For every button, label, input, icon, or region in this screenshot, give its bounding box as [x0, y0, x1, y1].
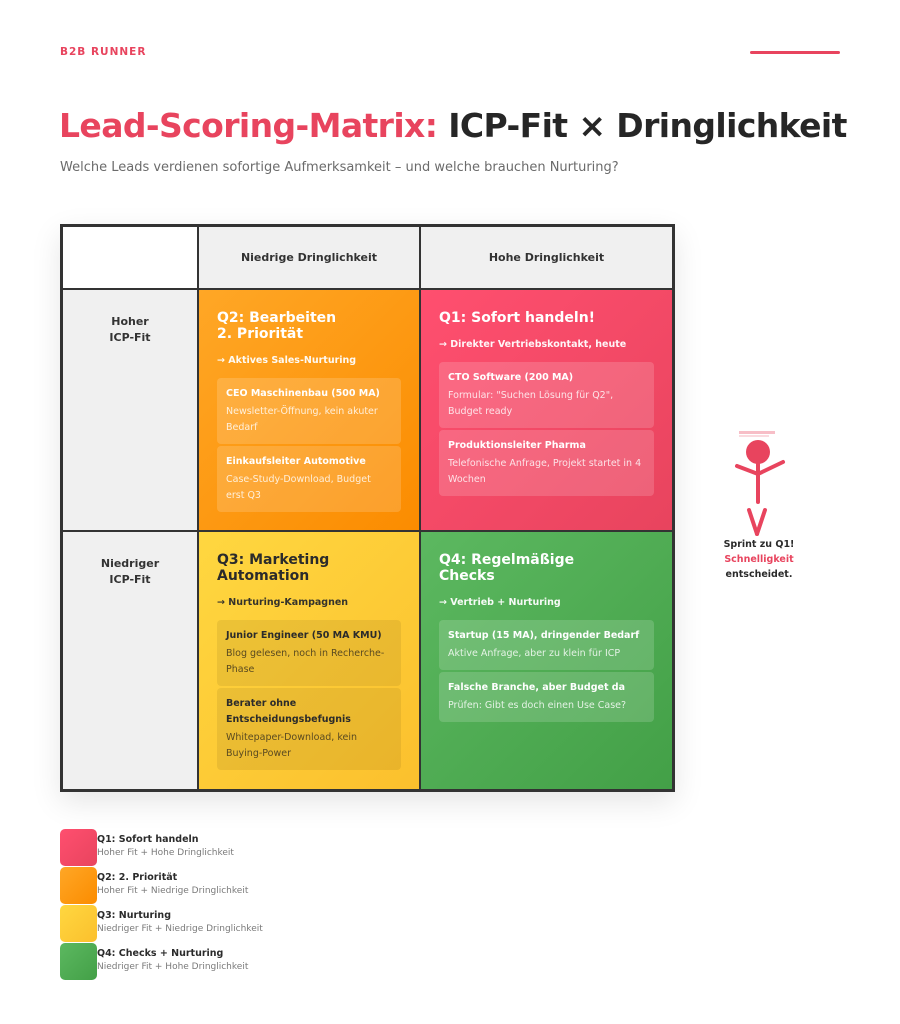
lead-description: Telefonische Anfrage, Projekt startet in…	[448, 458, 642, 485]
legend-label: Q3: Nurturing	[97, 910, 172, 921]
legend-label: Q2: 2. Priorität	[97, 872, 178, 883]
lead-description: Prüfen: Gibt es doch einen Use Case?	[448, 700, 627, 711]
lead-description: Blog gelesen, noch in Recherche-Phase	[226, 648, 385, 675]
running-stick-figure-icon	[735, 431, 785, 536]
title-accent: Lead-Scoring-Matrix:	[59, 106, 438, 145]
column-header-low-urgency: Niedrige Dringlichkeit	[199, 227, 419, 288]
quadrant-action: → Aktives Sales-Nurturing	[217, 355, 357, 366]
row-header-label: Hoher ICP-Fit	[109, 315, 151, 344]
legend: Q1: Sofort handeln Hoher Fit + Hohe Drin…	[60, 829, 263, 980]
lead-card: CEO Maschinenbau (500 MA) Newsletter-Öff…	[217, 378, 401, 444]
column-header-high-urgency: Hohe Dringlichkeit	[421, 227, 672, 288]
legend-label: Q4: Checks + Nurturing	[97, 948, 224, 959]
legend-desc: Niedriger Fit + Niedrige Dringlichkeit	[97, 924, 263, 934]
legend-desc: Hoher Fit + Niedrige Dringlichkeit	[97, 886, 249, 896]
legend-swatch-green	[60, 943, 97, 980]
quadrant-title: Q4: Regelmäßige Checks	[439, 552, 575, 584]
title-rest: ICP-Fit × Dringlichkeit	[437, 106, 847, 145]
legend-item-q1: Q1: Sofort handeln Hoher Fit + Hohe Drin…	[60, 829, 263, 866]
legend-item-q4: Q4: Checks + Nurturing Niedriger Fit + H…	[60, 943, 263, 980]
quadrant-action: → Vertrieb + Nurturing	[439, 597, 561, 608]
quadrant-title: Q3: Marketing Automation	[217, 552, 330, 584]
brand-accent-line	[750, 51, 840, 54]
row-header-low-fit: Niedriger ICP-Fit	[63, 532, 197, 789]
lead-title: Berater ohne Entscheidungsbefugnis	[226, 698, 351, 725]
lead-scoring-matrix: Niedrige Dringlichkeit Hohe Dringlichkei…	[60, 224, 675, 792]
lead-card: Einkaufsleiter Automotive Case-Study-Dow…	[217, 446, 401, 512]
quadrant-title: Q2: Bearbeiten 2. Priorität	[217, 310, 337, 342]
runner-caption: Sprint zu Q1! Schnelligkeit entscheidet.	[700, 537, 818, 582]
lead-title: Falsche Branche, aber Budget da	[448, 682, 626, 693]
lead-title: Startup (15 MA), dringender Bedarf	[448, 630, 640, 641]
row-header-high-fit: Hoher ICP-Fit	[63, 290, 197, 530]
lead-card: Produktionsleiter Pharma Telefonische An…	[439, 430, 654, 496]
brand-label: B2B RUNNER	[60, 46, 147, 58]
runner-caption-line1: Sprint zu Q1!	[723, 539, 795, 550]
legend-desc: Hoher Fit + Hohe Dringlichkeit	[97, 848, 234, 858]
lead-title: Junior Engineer (50 MA KMU)	[226, 630, 382, 641]
lead-card: Berater ohne Entscheidungsbefugnis White…	[217, 688, 401, 770]
quadrant-q3: Q3: Marketing Automation → Nurturing-Kam…	[199, 532, 419, 789]
lead-description: Aktive Anfrage, aber zu klein für ICP	[448, 648, 621, 659]
lead-title: CEO Maschinenbau (500 MA)	[226, 388, 380, 399]
quadrant-action: → Direkter Vertriebskontakt, heute	[439, 339, 627, 350]
legend-desc: Niedriger Fit + Hohe Dringlichkeit	[97, 962, 249, 972]
legend-item-q3: Q3: Nurturing Niedriger Fit + Niedrige D…	[60, 905, 263, 942]
lead-card: Startup (15 MA), dringender Bedarf Aktiv…	[439, 620, 654, 670]
row-header-label: Niedriger ICP-Fit	[100, 557, 160, 586]
lead-card: CTO Software (200 MA) Formular: "Suchen …	[439, 362, 654, 428]
matrix-corner-cell	[63, 227, 197, 288]
lead-title: Produktionsleiter Pharma	[448, 440, 586, 451]
lead-card: Junior Engineer (50 MA KMU) Blog gelesen…	[217, 620, 401, 686]
legend-swatch-orange	[60, 867, 97, 904]
lead-description: Whitepaper-Download, kein Buying-Power	[226, 732, 358, 759]
page-title: Lead-Scoring-Matrix: ICP-Fit × Dringlich…	[59, 104, 847, 148]
runner-caption-line3: entscheidet.	[725, 569, 793, 580]
lead-description: Newsletter-Öffnung, kein akuter Bedarf	[226, 406, 378, 433]
legend-swatch-red	[60, 829, 97, 866]
lead-card: Falsche Branche, aber Budget da Prüfen: …	[439, 672, 654, 722]
lead-title: CTO Software (200 MA)	[448, 372, 574, 383]
lead-title: Einkaufsleiter Automotive	[226, 456, 366, 467]
runner-caption-highlight: Schnelligkeit	[724, 554, 794, 565]
lead-description: Formular: "Suchen Lösung für Q2", Budget…	[448, 390, 614, 417]
legend-swatch-yellow	[60, 905, 97, 942]
quadrant-q1: Q1: Sofort handeln! → Direkter Vertriebs…	[421, 290, 672, 530]
legend-label: Q1: Sofort handeln	[97, 834, 199, 845]
legend-item-q2: Q2: 2. Priorität Hoher Fit + Niedrige Dr…	[60, 867, 263, 904]
lead-description: Case-Study-Download, Budget erst Q3	[226, 474, 371, 501]
quadrant-q4: Q4: Regelmäßige Checks → Vertrieb + Nurt…	[421, 532, 672, 789]
quadrant-action: → Nurturing-Kampagnen	[217, 597, 349, 608]
page-subtitle: Welche Leads verdienen sofortige Aufmerk…	[60, 160, 619, 175]
quadrant-title: Q1: Sofort handeln!	[439, 310, 596, 326]
quadrant-q2: Q2: Bearbeiten 2. Priorität → Aktives Sa…	[199, 290, 419, 530]
